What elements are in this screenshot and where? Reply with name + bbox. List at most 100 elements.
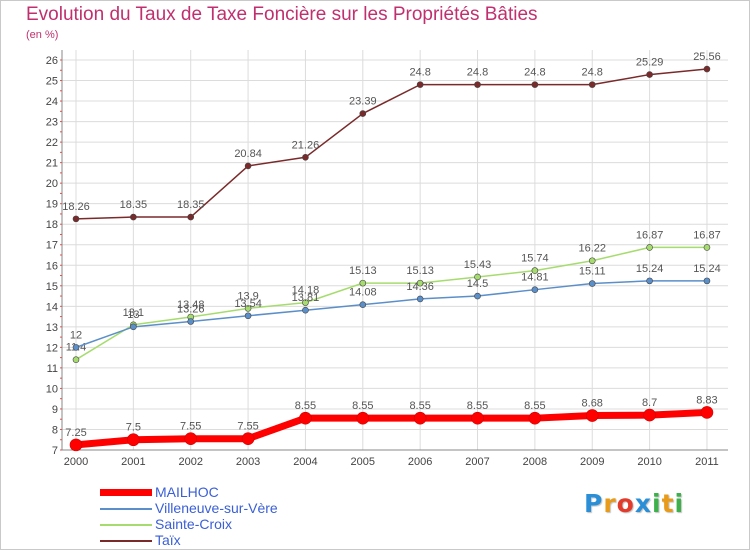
y-tick-label: 26 [46, 55, 58, 67]
y-tick-label: 23 [46, 117, 58, 129]
data-label: 16.87 [636, 229, 664, 241]
data-point [184, 432, 198, 446]
data-point [244, 312, 252, 320]
y-tick-label: 18 [46, 219, 58, 231]
data-point [531, 286, 539, 293]
data-point [588, 280, 596, 287]
data-label: 7.55 [180, 421, 201, 433]
data-point [643, 408, 656, 422]
proxiti-logo: Proxiti [584, 489, 684, 518]
data-point [187, 318, 195, 325]
x-tick-label: 2005 [351, 456, 375, 468]
data-point [244, 305, 252, 312]
logo-letter: t [661, 489, 675, 518]
data-label: 8.7 [642, 397, 657, 409]
y-tick-label: 9 [52, 404, 58, 416]
x-tick-label: 2000 [64, 456, 88, 468]
series-line [72, 408, 711, 449]
data-point [416, 81, 424, 88]
data-point [72, 356, 80, 363]
y-tick-label: 25 [46, 76, 58, 88]
x-tick-label: 2009 [580, 456, 604, 468]
chart-unit: (en %) [26, 29, 59, 41]
data-label: 8.83 [696, 394, 717, 406]
data-label: 16.22 [578, 243, 606, 255]
data-point [416, 279, 424, 287]
data-point [72, 215, 80, 223]
data-label: 18.35 [120, 199, 148, 211]
data-point [356, 411, 370, 425]
data-label: 24.8 [467, 67, 488, 79]
data-point [413, 411, 427, 425]
data-point [302, 306, 309, 314]
y-tick-label: 10 [46, 383, 58, 395]
data-label: 13.26 [177, 304, 205, 316]
series-line [75, 246, 708, 361]
data-point [302, 299, 309, 306]
data-point [359, 110, 367, 117]
data-label: 8.55 [524, 400, 545, 412]
data-point [72, 344, 80, 351]
data-point [588, 81, 596, 88]
data-point [585, 409, 599, 422]
data-point [703, 244, 711, 251]
data-label: 8.55 [409, 400, 430, 412]
legend-swatch [100, 489, 152, 496]
x-tick-label: 2003 [236, 456, 260, 468]
data-label: 15.24 [636, 263, 664, 275]
logo-letter: r [603, 489, 617, 518]
data-point [588, 257, 596, 265]
x-tick-label: 2006 [408, 456, 432, 468]
data-point [700, 406, 714, 419]
logo-letter: x [634, 489, 652, 518]
data-point [528, 411, 542, 425]
data-point [471, 411, 484, 425]
x-tick-label: 2008 [523, 456, 547, 468]
data-label: 15.24 [693, 263, 721, 275]
legend-label: MAILHOC [155, 484, 219, 500]
data-label: 15.43 [464, 259, 492, 271]
data-label: 21.26 [292, 139, 320, 151]
data-label: 13.48 [177, 299, 205, 311]
data-point [69, 438, 83, 452]
data-label: 14.18 [292, 285, 320, 297]
data-point [241, 432, 255, 446]
x-tick-label: 2007 [465, 456, 489, 468]
series-line [75, 280, 708, 349]
data-label: 13.81 [292, 292, 320, 304]
y-tick-label: 14 [46, 301, 58, 313]
data-label: 25.56 [693, 51, 721, 63]
data-point [359, 301, 367, 308]
data-point [531, 267, 539, 274]
data-point [130, 323, 137, 331]
data-label: 15.13 [349, 265, 377, 277]
data-point [359, 279, 367, 287]
data-point [703, 277, 711, 285]
data-point [299, 411, 312, 425]
logo-letter: o [616, 489, 635, 518]
data-label: 14.08 [349, 287, 377, 299]
data-point [474, 273, 481, 281]
y-tick-label: 11 [47, 363, 58, 375]
data-label: 15.13 [406, 265, 434, 277]
y-tick-label: 21 [46, 158, 58, 170]
data-label: 7.5 [126, 422, 141, 434]
data-label: 16.87 [693, 229, 721, 241]
y-tick-label: 16 [46, 260, 58, 272]
data-point [646, 244, 653, 251]
data-point [531, 81, 539, 88]
legend-label: Villeneuve-sur-Vère [155, 500, 278, 516]
y-tick-label: 15 [46, 281, 58, 293]
data-label: 13.9 [237, 290, 258, 302]
data-point [474, 292, 481, 300]
series-line [75, 68, 708, 220]
data-label: 13.1 [123, 307, 144, 319]
data-label: 24.8 [524, 67, 545, 79]
y-tick-label: 8 [52, 424, 58, 436]
y-tick-label: 12 [46, 342, 58, 354]
legend-swatch [100, 540, 152, 542]
data-point [703, 65, 711, 73]
data-label: 23.39 [349, 96, 377, 108]
data-point [127, 433, 140, 447]
y-tick-label: 7 [52, 445, 58, 457]
